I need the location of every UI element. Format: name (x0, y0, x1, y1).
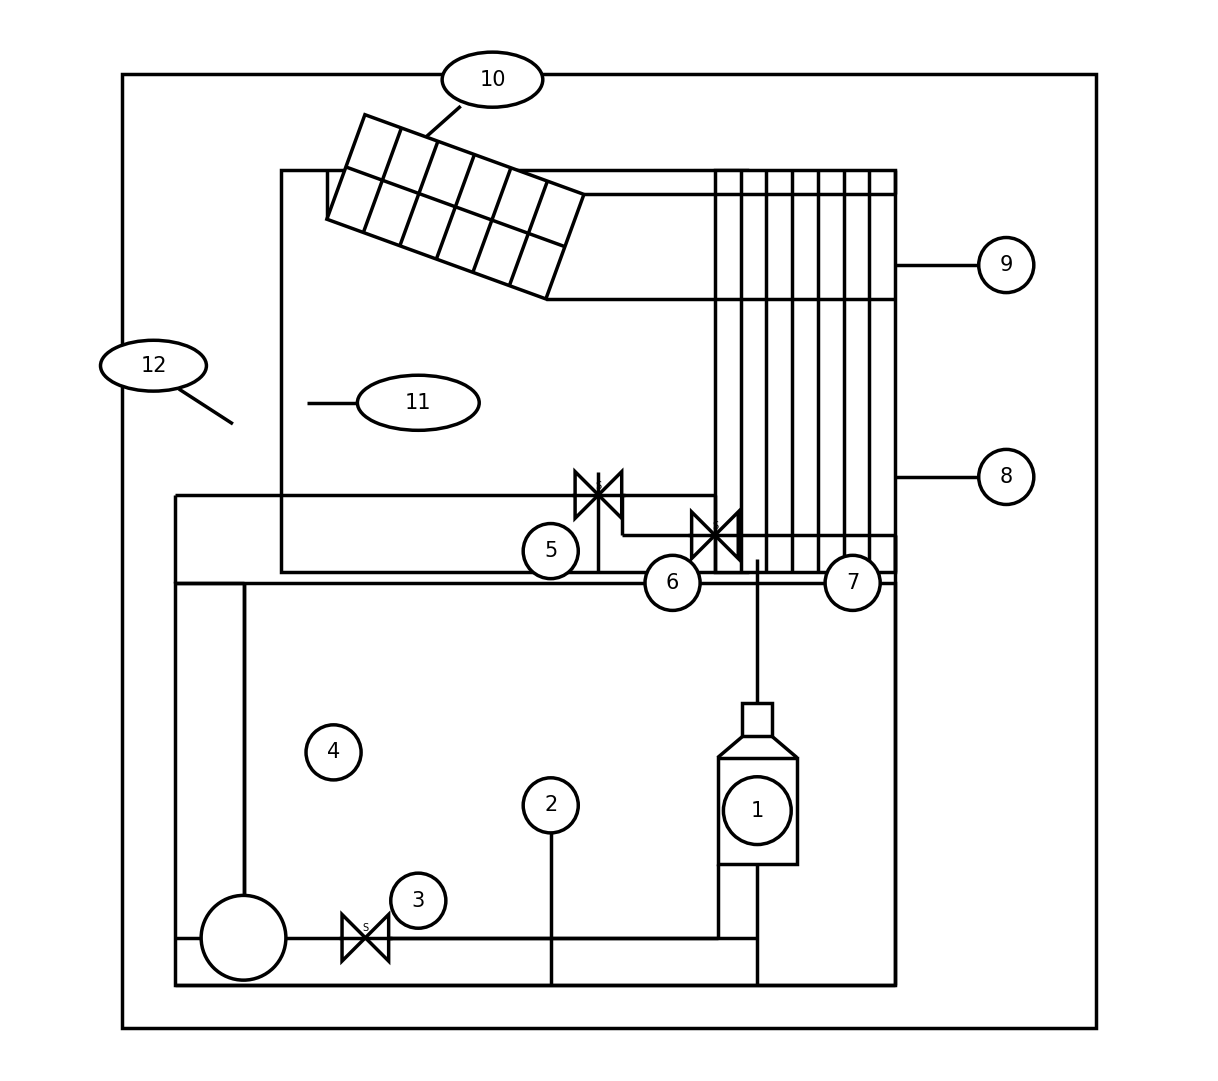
Ellipse shape (442, 52, 543, 107)
Circle shape (646, 556, 700, 611)
Text: S: S (711, 521, 717, 531)
Circle shape (524, 778, 579, 832)
Circle shape (979, 450, 1034, 505)
Text: 6: 6 (666, 573, 680, 592)
Circle shape (524, 523, 579, 578)
Polygon shape (365, 915, 389, 961)
Text: 7: 7 (847, 573, 859, 592)
Circle shape (391, 873, 446, 929)
Polygon shape (326, 115, 583, 299)
Circle shape (306, 725, 361, 779)
Bar (174, 583, 895, 986)
Text: 8: 8 (1000, 467, 1013, 486)
Bar (280, 170, 747, 572)
Circle shape (979, 238, 1034, 293)
Polygon shape (575, 471, 598, 518)
Polygon shape (598, 471, 621, 518)
Circle shape (723, 777, 792, 844)
Circle shape (825, 556, 881, 611)
Text: 12: 12 (140, 356, 167, 376)
Text: 1: 1 (750, 801, 764, 820)
Text: 10: 10 (479, 69, 505, 90)
Polygon shape (342, 915, 365, 961)
Text: 4: 4 (326, 743, 340, 762)
Bar (743, 703, 772, 736)
Circle shape (201, 895, 286, 980)
Bar (715, 170, 895, 572)
Bar (717, 758, 797, 864)
Polygon shape (692, 512, 715, 559)
Text: S: S (596, 481, 602, 491)
Text: 9: 9 (1000, 255, 1013, 275)
Text: 5: 5 (544, 542, 558, 561)
Text: 3: 3 (412, 891, 425, 910)
Polygon shape (715, 512, 738, 559)
Text: S: S (362, 923, 368, 934)
Text: 11: 11 (406, 392, 431, 413)
Ellipse shape (101, 341, 206, 391)
Text: 2: 2 (544, 796, 558, 815)
Ellipse shape (357, 375, 479, 430)
